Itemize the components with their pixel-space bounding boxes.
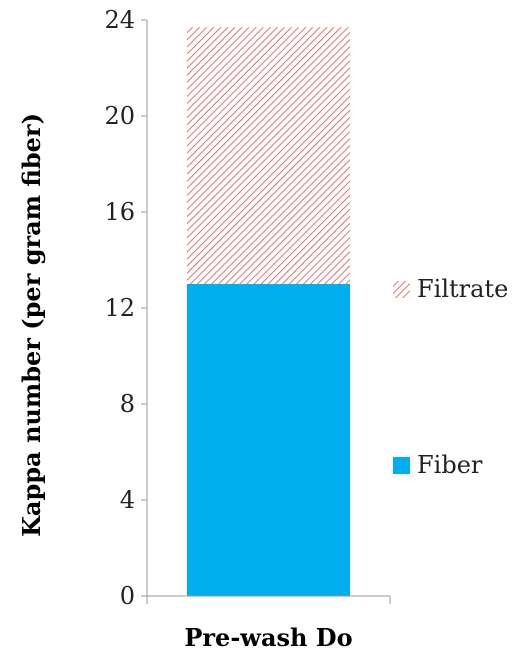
bar-segment-fiber bbox=[187, 284, 350, 596]
y-tick-label: 20 bbox=[104, 102, 135, 130]
y-axis-ticks: 0 4 8 12 16 20 24 bbox=[104, 6, 391, 610]
y-tick-label: 12 bbox=[104, 294, 135, 322]
legend-swatch-filtrate bbox=[393, 281, 410, 298]
y-tick-label: 4 bbox=[120, 486, 135, 514]
y-tick-label: 0 bbox=[120, 582, 135, 610]
x-category-label: Pre-wash Do bbox=[184, 623, 352, 652]
bars bbox=[187, 27, 350, 596]
legend-label-fiber: Fiber bbox=[417, 451, 483, 479]
y-tick-label: 24 bbox=[104, 6, 135, 34]
bar-segment-filtrate bbox=[187, 27, 350, 284]
y-tick-label: 16 bbox=[104, 198, 135, 226]
y-tick-label: 8 bbox=[120, 390, 135, 418]
legend: Filtrate Fiber bbox=[393, 275, 508, 479]
x-axis-tick-labels: Pre-wash Do bbox=[184, 623, 352, 652]
y-axis-title: Kappa number (per gram fiber) bbox=[17, 113, 46, 537]
legend-swatch-fiber bbox=[393, 457, 410, 474]
legend-label-filtrate: Filtrate bbox=[417, 275, 508, 303]
